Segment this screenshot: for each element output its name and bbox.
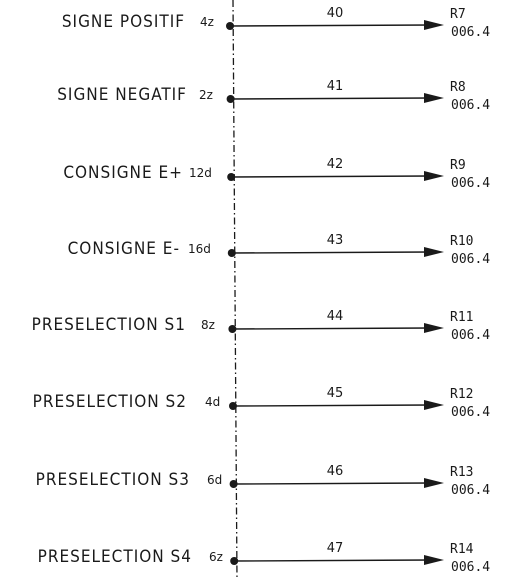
wire-line xyxy=(231,175,433,178)
wire-line xyxy=(230,97,433,100)
junction-dot-icon xyxy=(227,249,236,257)
wire-number: 43 xyxy=(327,233,344,248)
wire-line xyxy=(231,251,433,254)
reference-value: 006.4 xyxy=(451,98,490,113)
junction-dot-icon xyxy=(226,95,235,103)
wire-line xyxy=(232,327,433,330)
signal-row: PRESELECTION S3 6d 46 R13 006.4 xyxy=(36,464,491,498)
signal-row: PRESELECTION S1 8z 44 R11 006.4 xyxy=(32,309,491,343)
arrow-head-icon xyxy=(424,478,444,488)
reference-label: R12 xyxy=(450,387,473,402)
junction-dot-icon xyxy=(230,557,239,565)
pin-label: 16d xyxy=(188,242,211,256)
signal-rows: SIGNE POSITIF 4z 40 R7 006.4 SIGNE NEGATIF 2z 4… xyxy=(32,6,491,575)
reference-label: R10 xyxy=(450,234,473,249)
signal-row: PRESELECTION S4 6z 47 R14 006.4 xyxy=(38,541,491,575)
reference-value: 006.4 xyxy=(451,483,490,498)
signal-label: PRESELECTION S2 xyxy=(33,392,187,412)
reference-value: 006.4 xyxy=(451,25,490,40)
wire-line xyxy=(232,404,433,407)
wire-line xyxy=(233,482,433,485)
signal-row: CONSIGNE E- 16d 43 R10 006.4 xyxy=(68,233,491,267)
reference-value: 006.4 xyxy=(451,252,490,267)
pin-label: 8z xyxy=(201,318,215,332)
wire-number: 47 xyxy=(327,541,344,556)
arrow-head-icon xyxy=(424,323,444,333)
pin-label: 4d xyxy=(205,395,220,409)
wire-number: 41 xyxy=(327,79,344,94)
pin-label: 6d xyxy=(207,473,222,487)
arrow-head-icon xyxy=(424,93,444,103)
arrow-head-icon xyxy=(424,555,444,565)
wire-number: 44 xyxy=(327,309,344,324)
signal-label: CONSIGNE E- xyxy=(68,239,180,259)
arrow-head-icon xyxy=(424,171,444,181)
wire-line xyxy=(234,559,433,562)
reference-label: R7 xyxy=(450,7,466,22)
arrow-head-icon xyxy=(424,400,444,410)
pin-label: 2z xyxy=(199,88,213,102)
arrow-head-icon xyxy=(424,247,444,257)
signal-label: CONSIGNE E+ xyxy=(63,163,183,183)
pin-label: 12d xyxy=(189,166,212,180)
vertical-bus-line xyxy=(232,0,238,580)
reference-value: 006.4 xyxy=(451,176,490,191)
junction-dot-icon xyxy=(229,402,237,410)
wire-number: 42 xyxy=(327,157,344,172)
reference-label: R14 xyxy=(450,542,474,557)
reference-value: 006.4 xyxy=(451,405,490,420)
signal-label: SIGNE NEGATIF xyxy=(57,85,187,105)
reference-label: R11 xyxy=(450,310,473,325)
signal-row: CONSIGNE E+ 12d 42 R9 006.4 xyxy=(63,157,490,191)
signal-row: SIGNE NEGATIF 2z 41 R8 006.4 xyxy=(57,79,490,113)
signal-row: PRESELECTION S2 4d 45 R12 006.4 xyxy=(33,386,491,420)
junction-dot-icon xyxy=(229,480,238,488)
junction-dot-icon xyxy=(228,325,237,333)
wire-number: 40 xyxy=(327,6,344,21)
pin-label: 4z xyxy=(200,15,214,29)
junction-dot-icon xyxy=(227,173,236,181)
pin-label: 6z xyxy=(209,550,223,564)
signal-label: PRESELECTION S4 xyxy=(38,547,192,567)
junction-dot-icon xyxy=(226,22,234,30)
signal-label: SIGNE POSITIF xyxy=(62,12,185,32)
reference-label: R13 xyxy=(450,465,473,480)
reference-label: R9 xyxy=(450,158,466,173)
reference-value: 006.4 xyxy=(451,328,490,343)
wire-line xyxy=(229,24,433,27)
arrow-head-icon xyxy=(424,20,444,30)
reference-value: 006.4 xyxy=(451,560,490,575)
wire-number: 46 xyxy=(327,464,344,479)
signal-label: PRESELECTION S3 xyxy=(36,470,190,490)
reference-label: R8 xyxy=(450,80,466,95)
signal-label: PRESELECTION S1 xyxy=(32,315,186,335)
signal-row: SIGNE POSITIF 4z 40 R7 006.4 xyxy=(62,6,490,40)
wire-number: 45 xyxy=(327,386,344,401)
